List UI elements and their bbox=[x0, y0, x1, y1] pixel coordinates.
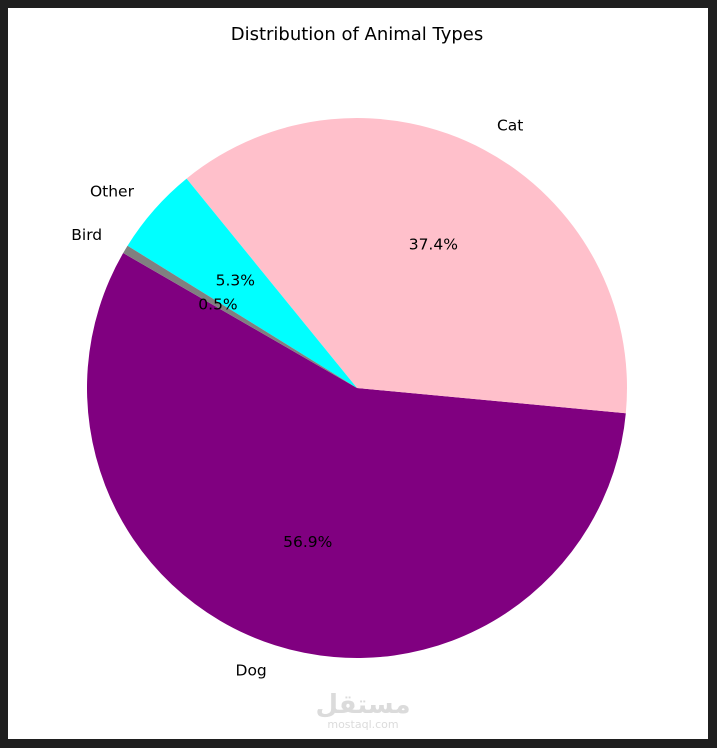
pie-slice-cat bbox=[186, 117, 628, 414]
percent-label-other: 5.3% bbox=[216, 272, 255, 290]
slice-label-dog: Dog bbox=[236, 661, 267, 679]
pie-slice-dog bbox=[87, 253, 626, 658]
watermark-domain: mostaql.com bbox=[327, 718, 399, 731]
pie-slice-bird bbox=[123, 245, 357, 388]
chart-title: Distribution of Animal Types bbox=[231, 24, 484, 45]
figure-canvas: Distribution of Animal Types Dog 56.9% Cat… bbox=[8, 8, 708, 739]
slice-label-other: Other bbox=[90, 182, 135, 200]
slice-label-cat: Cat bbox=[497, 117, 523, 135]
percent-label-dog: 56.9% bbox=[283, 533, 332, 551]
percent-label-bird: 0.5% bbox=[198, 295, 237, 313]
slice-label-bird: Bird bbox=[71, 226, 102, 244]
pie-labels: Dog 56.9% Cat 37.4% Other 5.3% Bird 0.5% bbox=[71, 117, 523, 680]
pie-slices bbox=[87, 117, 628, 658]
percent-label-cat: 37.4% bbox=[409, 236, 458, 254]
pie-slice-other bbox=[127, 178, 357, 388]
watermark: مستقل mostaql.com bbox=[308, 692, 418, 731]
watermark-brand: مستقل bbox=[315, 690, 411, 720]
pie-chart: Distribution of Animal Types Dog 56.9% Cat… bbox=[71, 24, 628, 680]
